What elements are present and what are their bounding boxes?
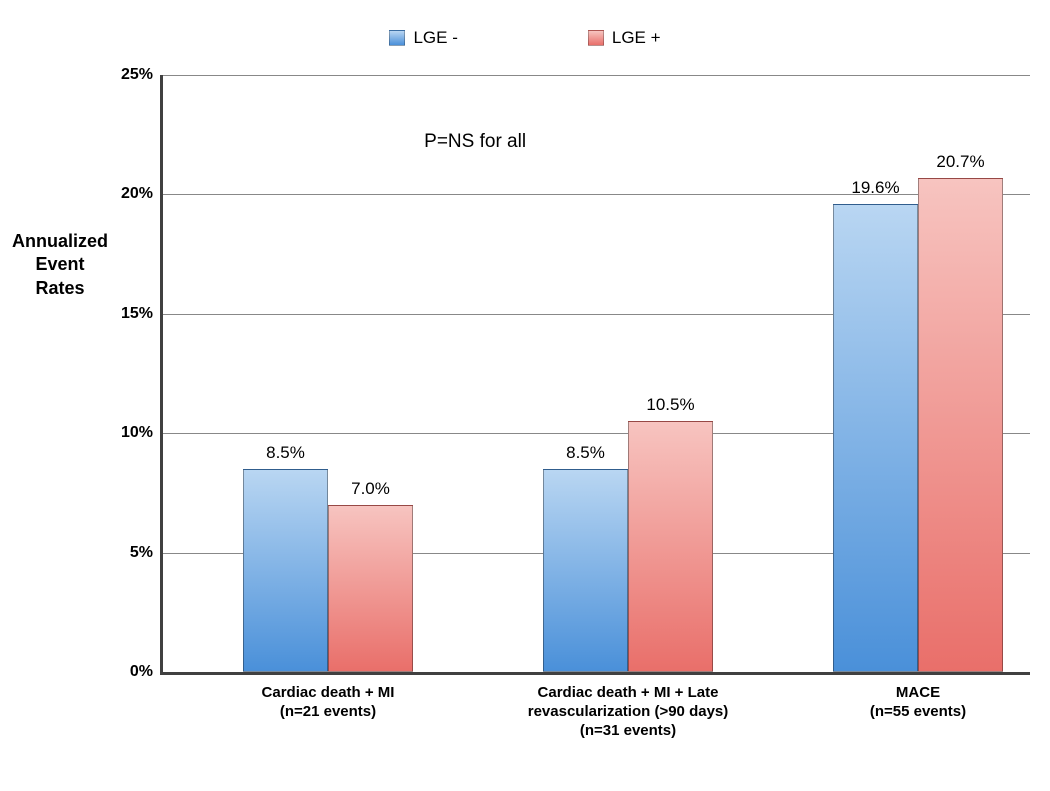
legend-swatch-lge-pos — [588, 30, 604, 46]
y-tick-label: 20% — [121, 185, 153, 203]
category-label-line: revascularization (>90 days) — [498, 703, 758, 722]
annotation-pvalue: P=NS for all — [424, 131, 526, 153]
legend-label-lge-pos: LGE + — [612, 28, 661, 48]
y-tick-label: 15% — [121, 305, 153, 323]
category-label: Cardiac death + MI + Laterevascularizati… — [498, 684, 758, 740]
legend-item-lge-pos: LGE + — [588, 28, 661, 48]
category-label-line: Cardiac death + MI + Late — [498, 684, 758, 703]
bar-lge_pos — [628, 421, 713, 672]
legend-label-lge-neg: LGE - — [413, 28, 457, 48]
plot-area: 0%5%10%15%20%25%P=NS for all8.5%7.0%Card… — [160, 75, 1030, 675]
bar-lge_pos — [328, 505, 413, 672]
category-label-line: (n=55 events) — [808, 703, 1028, 722]
bar-value-label: 8.5% — [566, 443, 605, 469]
bar-value-label: 20.7% — [936, 152, 984, 178]
y-tick-label: 10% — [121, 424, 153, 442]
bar-value-label: 7.0% — [351, 479, 390, 505]
gridline — [163, 75, 1030, 76]
bar-lge_pos — [918, 178, 1003, 672]
category-label: MACE(n=55 events) — [808, 684, 1028, 722]
bar-value-label: 10.5% — [646, 395, 694, 421]
y-axis-title: Annualized Event Rates — [0, 230, 120, 300]
category-label-line: (n=31 events) — [498, 722, 758, 741]
category-label-line: (n=21 events) — [218, 703, 438, 722]
category-label-line: MACE — [808, 684, 1028, 703]
bar-lge_neg — [243, 469, 328, 672]
chart-stage: LGE - LGE + Annualized Event Rates 0% 5% 1… — [0, 0, 1050, 791]
legend: LGE - LGE + — [0, 28, 1050, 48]
category-label-line: Cardiac death + MI — [218, 684, 438, 703]
legend-item-lge-neg: LGE - — [389, 28, 457, 48]
y-axis-title-line: Annualized — [0, 230, 120, 253]
bar-value-label: 19.6% — [851, 178, 899, 204]
y-axis-title-line: Event — [0, 253, 120, 276]
y-tick-label: 0% — [130, 663, 153, 681]
legend-swatch-lge-neg — [389, 30, 405, 46]
category-label: Cardiac death + MI(n=21 events) — [218, 684, 438, 722]
gridline — [163, 194, 1030, 195]
bar-lge_neg — [833, 204, 918, 672]
y-tick-label: 5% — [130, 544, 153, 562]
bar-lge_neg — [543, 469, 628, 672]
y-axis-title-line: Rates — [0, 277, 120, 300]
bar-value-label: 8.5% — [266, 443, 305, 469]
y-tick-label: 25% — [121, 66, 153, 84]
